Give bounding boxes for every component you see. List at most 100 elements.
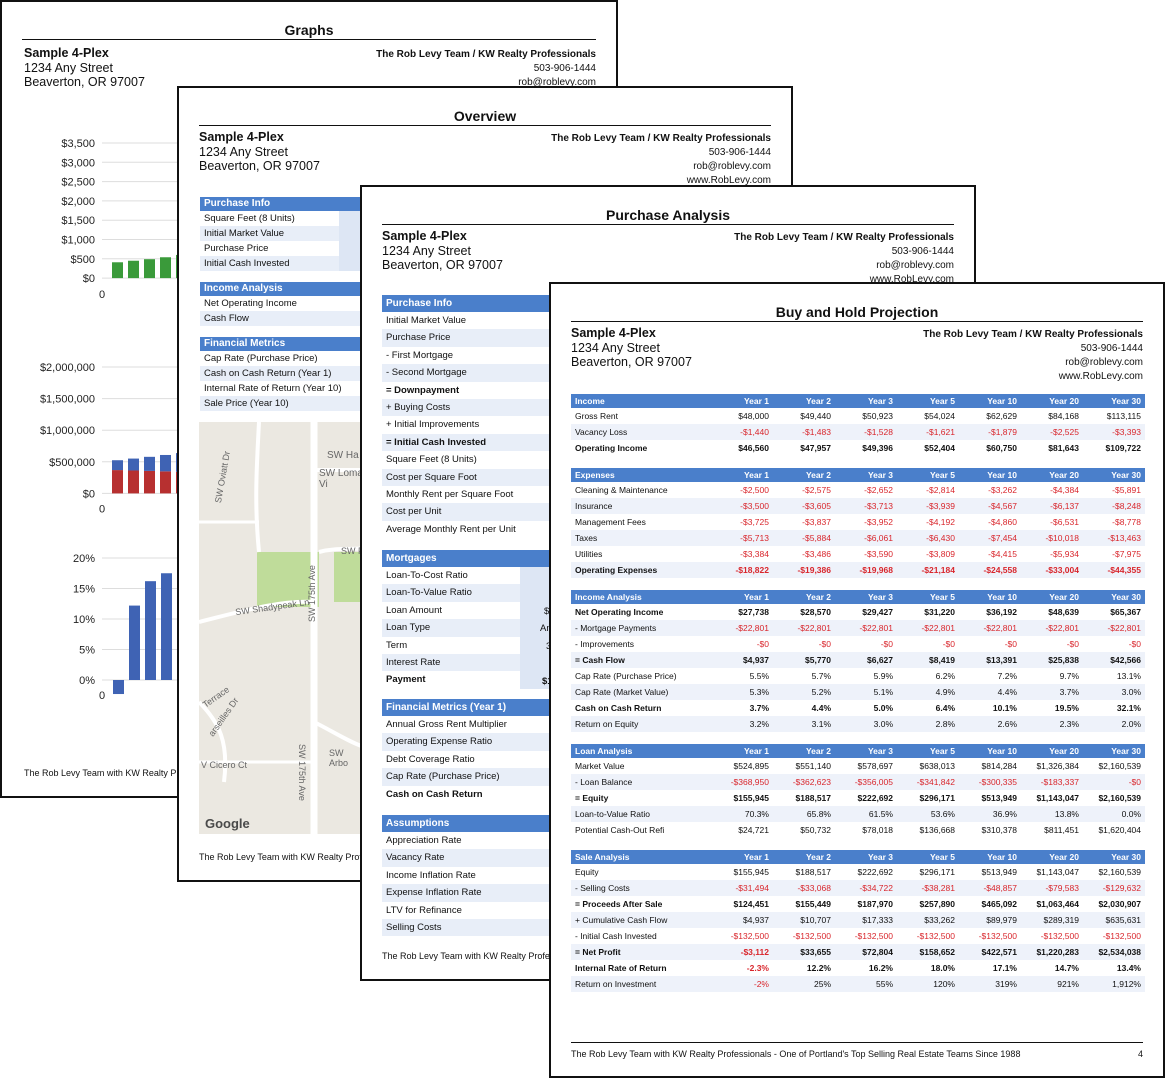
axis-tick-label: $1,000,000: [40, 425, 95, 437]
table-cell: 14.7%: [1054, 963, 1079, 973]
table-cell: $2,030,907: [1098, 899, 1141, 909]
table-cell: 10.1%: [992, 703, 1017, 713]
projection-section-table: Expenses Year 1 Year 2 Year 3 Year 5 Year 10 Y…: [571, 468, 1145, 578]
table-row: Gross Rent $48,000 $49,440 $50,923 $54,024 $6…: [571, 408, 1145, 424]
table-cell: 9.7%: [1059, 671, 1079, 681]
table-cell: -$21,184: [921, 565, 955, 575]
table-cell: $72,804: [862, 947, 893, 957]
table-cell: $89,979: [986, 915, 1017, 925]
table-cell: -$3,809: [926, 549, 955, 559]
table-cell: -$132,500: [1102, 931, 1141, 941]
axis-tick-label: 0%: [79, 675, 95, 687]
table-cell: $296,171: [919, 793, 955, 803]
overview-financial-metrics-header: Financial Metrics: [200, 337, 360, 351]
table-cell: 2.8%: [935, 719, 955, 729]
table-cell: $109,722: [1105, 443, 1141, 453]
list-item: Monthly Rent per Square Foot: [386, 488, 514, 500]
table-cell: $638,013: [919, 761, 955, 771]
purchase-footer: The Rob Levy Team with KW Realty Profe: [382, 951, 550, 961]
year-header: Year 1: [743, 852, 769, 862]
table-cell: $310,378: [981, 825, 1017, 835]
x-tick-label: 0: [99, 503, 105, 515]
table-cell: -$132,500: [854, 931, 893, 941]
mortgage-value: $1: [542, 676, 553, 687]
year-header: Year 20: [1049, 470, 1079, 480]
table-cell: $2,534,038: [1098, 947, 1141, 957]
table-cell: $42,566: [1110, 655, 1141, 665]
table-cell: -$33,004: [1045, 565, 1079, 575]
property-map[interactable]: SW Ha SW Loma Vi SW Oviatt Dr SW 175th A…: [199, 422, 364, 834]
table-cell: $551,140: [795, 761, 831, 771]
table-cell: -$6,137: [1050, 501, 1079, 511]
table-cell: $49,396: [862, 443, 893, 453]
year-header: Year 2: [805, 470, 831, 480]
google-logo: Google: [205, 816, 250, 831]
table-cell: $49,440: [800, 411, 831, 421]
list-item: - Second Mortgage: [382, 364, 552, 382]
table-cell: -$3,725: [740, 517, 769, 527]
year-header: Year 1: [743, 746, 769, 756]
map-street-label: V Cicero Ct: [201, 760, 248, 770]
row-label: Equity: [575, 867, 599, 877]
table-cell: -$18,822: [735, 565, 769, 575]
table-cell: 36.9%: [992, 809, 1017, 819]
list-item: Square Feet (8 Units): [386, 454, 477, 466]
debt-bar: [128, 470, 139, 494]
section-title: Sale Analysis: [575, 852, 630, 862]
row-label: Net Operating Income: [575, 607, 664, 617]
debt-bar: [160, 471, 171, 494]
section-header-row: Expenses Year 1 Year 2 Year 3 Year 5 Year 10 Y…: [571, 468, 1145, 482]
table-cell: -$22,801: [859, 623, 893, 633]
map-street-label: SW Arbo: [329, 748, 349, 768]
table-cell: -$2,525: [1050, 427, 1079, 437]
year-header: Year 20: [1049, 396, 1079, 406]
table-cell: $25,838: [1048, 655, 1079, 665]
table-cell: -$8,248: [1112, 501, 1141, 511]
table-cell: -$2,500: [740, 485, 769, 495]
table-cell: 120%: [933, 979, 955, 989]
section-header-row: Sale Analysis Year 1 Year 2 Year 3 Year 5 Yea…: [571, 850, 1145, 864]
property-address: Sample 4-Plex 1234 Any Street Beaverton,…: [199, 130, 320, 173]
row-label: Cash on Cash Return: [575, 703, 662, 713]
cashflow-bar: [160, 257, 171, 279]
table-cell: -$38,281: [921, 883, 955, 893]
list-item: Net Operating Income: [204, 298, 297, 309]
table-cell: $222,692: [857, 867, 893, 877]
mortgage-value-column: [520, 567, 552, 689]
table-cell: -$362,623: [792, 777, 831, 787]
table-cell: -$48,857: [983, 883, 1017, 893]
table-cell: -$79,583: [1045, 883, 1079, 893]
table-row: Return on Equity 3.2% 3.1% 3.0% 2.8% 2.6% 2.3%…: [571, 716, 1145, 732]
table-cell: -$1,621: [926, 427, 955, 437]
table-cell: -$368,950: [730, 777, 769, 787]
table-cell: $47,957: [800, 443, 831, 453]
table-cell: 5.0%: [873, 703, 893, 713]
axis-tick-label: $1,000: [61, 235, 95, 247]
list-item: Square Feet (8 Units): [204, 213, 295, 224]
purchase-info-list: Initial Market Value Purchase Price - Fi…: [382, 312, 552, 538]
table-cell: $24,721: [738, 825, 769, 835]
table-cell: 32.1%: [1116, 703, 1141, 713]
table-row: - Selling Costs -$31,494 -$33,068 -$34,722 -…: [571, 880, 1145, 896]
row-label: = Cash Flow: [575, 655, 625, 665]
row-label: + Cumulative Cash Flow: [575, 915, 668, 925]
row-label: Cleaning & Maintenance: [575, 485, 668, 495]
table-cell: 16.2%: [868, 963, 893, 973]
graphs-footer: The Rob Levy Team with KW Realty Pro: [24, 768, 185, 778]
table-cell: 3.7%: [1059, 687, 1079, 697]
irr-bar: [145, 581, 156, 680]
table-cell: 19.5%: [1054, 703, 1079, 713]
table-row: Operating Expenses -$18,822 -$19,386 -$19,9…: [571, 562, 1145, 578]
table-cell: $50,923: [862, 411, 893, 421]
row-label: Return on Equity: [575, 719, 639, 729]
table-cell: -$4,860: [988, 517, 1017, 527]
table-cell: -$132,500: [792, 931, 831, 941]
graphs-title: Graphs: [22, 22, 596, 40]
table-cell: -$132,500: [1040, 931, 1079, 941]
section-title: Income Analysis: [575, 592, 642, 602]
table-cell: -$8,778: [1112, 517, 1141, 527]
x-tick-label: 0: [99, 289, 105, 301]
table-row: Potential Cash-Out Refi $24,721 $50,732 $78…: [571, 822, 1145, 838]
year-header: Year 1: [743, 592, 769, 602]
table-cell: 6.4%: [935, 703, 955, 713]
